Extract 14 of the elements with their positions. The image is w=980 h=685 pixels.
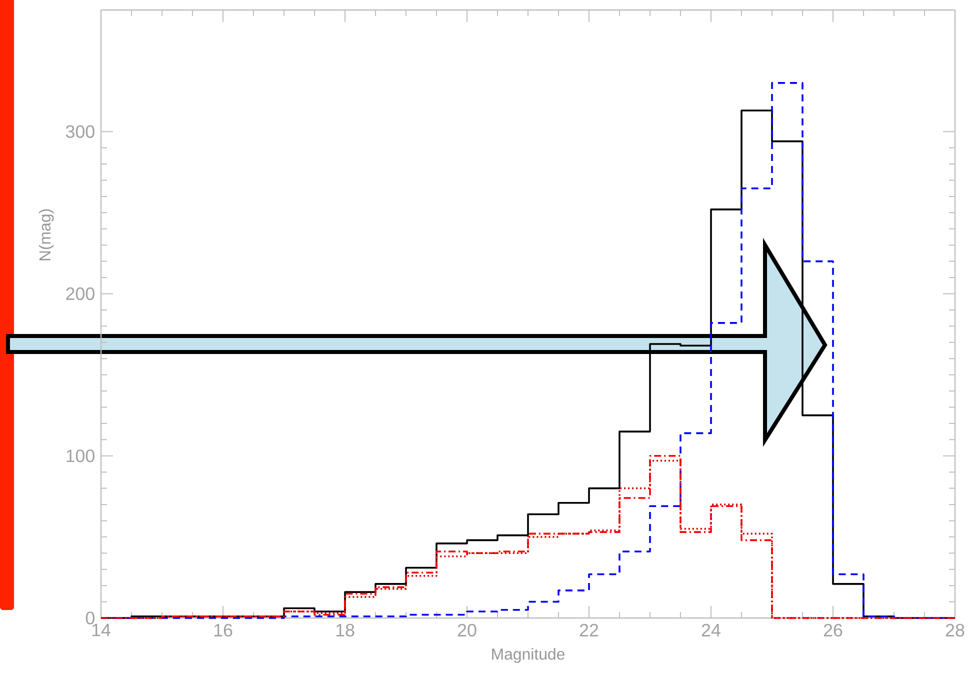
x-tick-label: 22 [580,624,598,636]
x-axis-title: Magnitude [492,648,564,663]
y-tick-label: 100 [66,450,94,462]
x-tick-label: 28 [946,624,964,637]
x-tick-label: 14 [92,624,110,636]
x-tick-label: 16 [214,624,232,637]
y-axis-title: N(mag) [38,209,54,260]
y-tick-label: 200 [66,287,94,300]
y-tick-label: 0 [86,612,94,624]
y-tick-label: 300 [66,125,94,138]
x-tick-label: 20 [458,624,476,637]
x-tick-label: 26 [824,624,842,637]
x-tick-label: 18 [336,624,354,637]
x-tick-label: 24 [702,624,720,636]
